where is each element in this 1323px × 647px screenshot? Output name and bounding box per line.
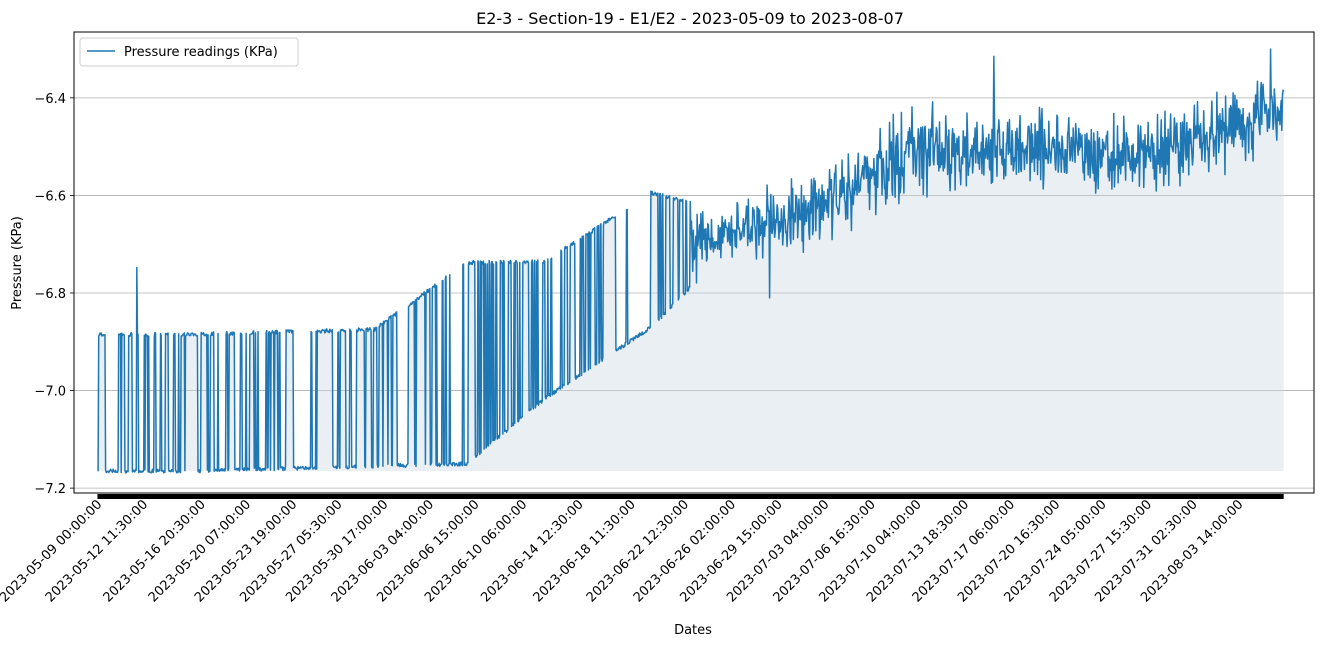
y-axis-label: Pressure (KPa)	[10, 216, 25, 310]
plot-data	[97, 48, 1285, 474]
legend: Pressure readings (KPa)	[79, 37, 299, 67]
y-tick-label: −7.2	[34, 482, 66, 497]
y-tick-label: −6.8	[34, 287, 66, 302]
x-minor-tick-band	[97, 494, 1284, 499]
y-tick-label: −6.6	[34, 189, 66, 204]
legend-box	[79, 37, 299, 67]
x-axis-label: Dates	[674, 623, 712, 638]
plot-frame	[73, 31, 1315, 494]
y-tick-label: −7.0	[34, 385, 66, 400]
legend-label: Pressure readings (KPa)	[124, 45, 278, 60]
series-line-pressure	[97, 48, 1285, 474]
y-axis-ticks: −7.2 −7.0 −6.8 −6.6 −6.4	[34, 92, 74, 497]
y-tick-label: −6.4	[34, 92, 66, 107]
chart-title: E2-3 - Section-19 - E1/E2 - 2023-05-09 t…	[476, 9, 904, 28]
